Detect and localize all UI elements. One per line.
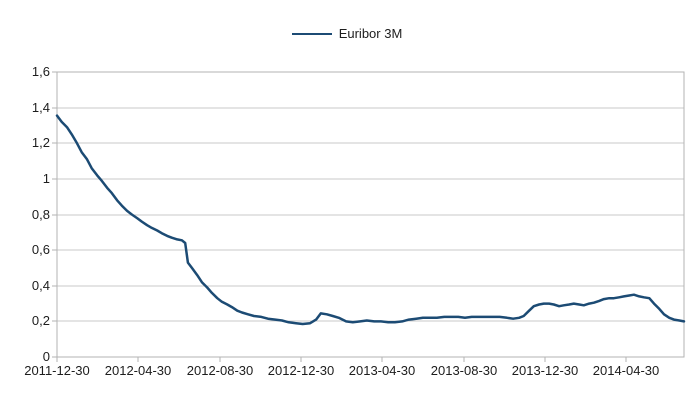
y-axis-tick-label: 1,4 bbox=[31, 100, 50, 115]
y-axis-tick-label: 0,4 bbox=[31, 278, 50, 293]
y-axis-tick-label: 0,6 bbox=[31, 242, 50, 257]
series-line-euribor-3m bbox=[55, 114, 686, 326]
legend-line-icon bbox=[291, 33, 332, 35]
y-axis-tick-label: 0,8 bbox=[31, 207, 50, 222]
y-axis-tick-label: 1 bbox=[42, 171, 50, 186]
x-axis-tick-label: 2011-12-30 bbox=[24, 363, 90, 378]
y-axis-tick-label: 0 bbox=[42, 349, 50, 364]
x-axis-tick-label: 2014-04-30 bbox=[592, 363, 660, 378]
x-axis-tick-label: 2013-12-30 bbox=[511, 363, 579, 378]
x-axis-tick-label: 2012-04-30 bbox=[104, 363, 172, 378]
y-axis-tick-label: 1,6 bbox=[31, 64, 50, 79]
plot-frame bbox=[56, 71, 685, 358]
x-axis-tick-label: 2012-08-30 bbox=[186, 363, 254, 378]
x-axis-tick-label: 2013-04-30 bbox=[348, 363, 416, 378]
legend-label: Euribor 3M bbox=[338, 26, 403, 41]
y-axis-tick-label: 0,2 bbox=[31, 313, 50, 328]
x-axis-tick-label: 2013-08-30 bbox=[430, 363, 498, 378]
chart-legend: Euribor 3M bbox=[0, 27, 694, 41]
y-axis-tick-label: 1,2 bbox=[31, 135, 50, 150]
x-axis-tick-label: 2012-12-30 bbox=[267, 363, 335, 378]
